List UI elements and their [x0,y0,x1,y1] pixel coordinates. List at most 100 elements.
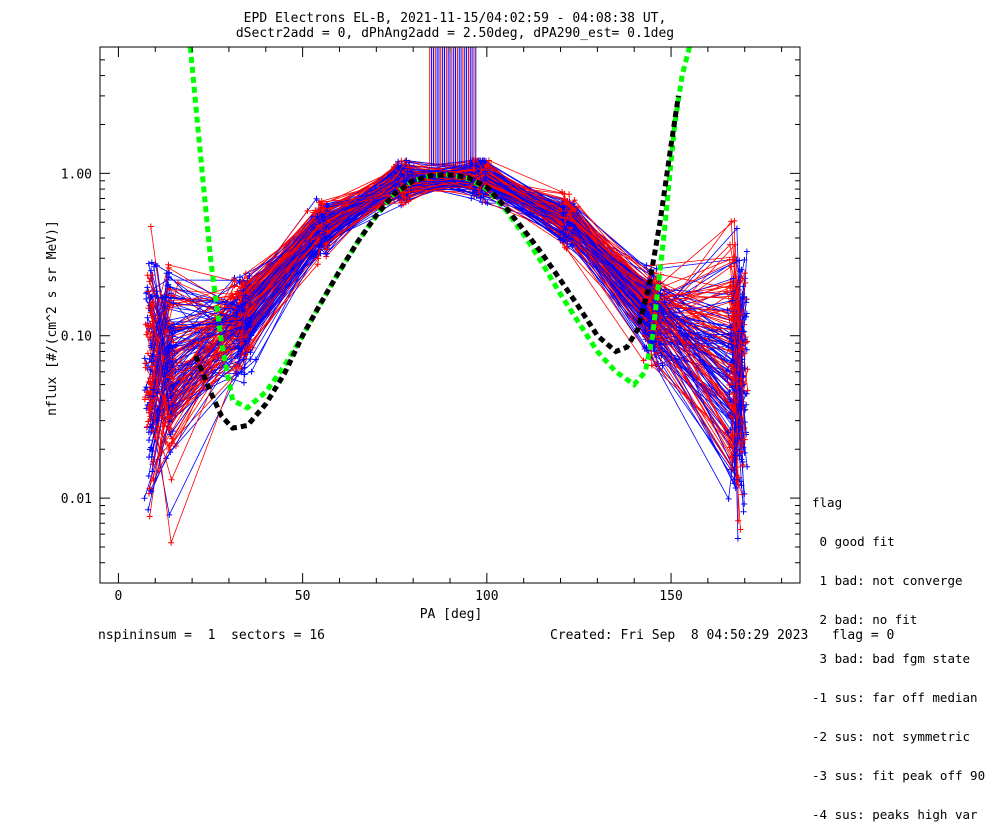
plus-marker [313,195,320,202]
plus-marker [168,476,175,483]
plus-marker [146,513,153,520]
plus-marker [323,240,330,247]
plus-marker [405,198,412,205]
flag-legend-item-0: 0 good fit [812,534,895,549]
plus-marker [725,344,732,351]
plot-area [141,47,751,546]
plus-marker [236,274,243,281]
plus-marker [398,157,405,164]
plus-marker [730,318,737,325]
plus-marker [247,322,254,329]
plus-marker [242,270,249,277]
plus-marker [170,375,177,382]
plus-marker [660,329,667,336]
trace-line [154,163,741,418]
plus-marker [323,224,330,231]
plus-marker [152,434,159,441]
plus-marker [238,352,245,359]
plus-marker [644,308,651,315]
x-tick-label: 150 [659,589,682,604]
plus-marker [144,423,151,430]
plus-marker [148,301,155,308]
chart-subtitle: dSectr2add = 0, dPhAng2add = 2.50deg, dP… [236,26,674,41]
flag-legend: flag 0 good fit 1 bad: not converge 2 ba… [812,470,985,834]
plus-marker [648,362,655,369]
plus-marker [150,393,157,400]
plus-marker [145,472,152,479]
y-tick-label: 0.10 [61,330,92,345]
plus-marker [230,294,237,301]
plus-marker [148,453,155,460]
plus-marker [234,343,241,350]
plus-marker [238,324,245,331]
plus-marker [167,431,174,438]
plus-marker [148,344,155,351]
plus-marker [405,164,412,171]
plus-marker [733,225,740,232]
plus-marker [327,205,334,212]
plus-marker [308,236,315,243]
plus-marker [731,476,738,483]
plus-marker [314,213,321,220]
plus-marker [738,375,745,382]
plus-marker [740,293,747,300]
flag-legend-heading: flag [812,495,843,510]
plus-marker [741,419,748,426]
x-tick-label: 0 [115,589,123,604]
plus-marker [170,300,177,307]
chart-title: EPD Electrons EL-B, 2021-11-15/04:02:59 … [244,11,667,26]
plus-marker [566,191,573,198]
plus-marker [240,281,247,288]
plus-marker [168,435,175,442]
plus-marker [394,175,401,182]
plus-marker [312,252,319,259]
plus-marker [568,235,575,242]
plus-marker [724,288,731,295]
plus-marker [169,362,176,369]
plus-marker [723,368,730,375]
plus-marker [731,467,738,474]
plus-marker [248,330,255,337]
plus-marker [729,286,736,293]
x-tick-label: 50 [295,589,311,604]
flag-legend-item-5: -2 sus: not symmetric [812,729,971,744]
plus-marker [151,263,158,270]
plus-marker [743,248,750,255]
plus-marker [485,157,492,164]
plus-marker [731,377,738,384]
plus-marker [741,270,748,277]
plus-marker [731,387,738,394]
plus-marker [740,275,747,282]
plus-marker [661,299,668,306]
plus-marker [560,237,567,244]
plus-marker [148,488,155,495]
plus-marker [236,290,243,297]
plus-marker [642,327,649,334]
plus-marker [246,273,253,280]
plus-marker [727,241,734,248]
plus-marker [229,283,236,290]
plus-marker [562,226,569,233]
plus-marker [741,449,748,456]
plus-marker [741,501,748,508]
plus-marker [239,316,246,323]
plus-marker [740,283,747,290]
plus-marker [739,345,746,352]
plus-marker [643,320,650,327]
plus-marker [476,190,483,197]
y-axis-label: nflux [#/(cm^2 s sr MeV)] [45,220,60,416]
plus-marker [473,191,480,198]
plus-marker [640,357,647,364]
plus-marker [247,356,254,363]
plus-marker [323,246,330,253]
plus-marker [728,331,735,338]
plus-marker [403,157,410,164]
plus-marker [726,256,733,263]
x-axis-label: PA [deg] [420,607,483,622]
plus-marker [561,215,568,222]
plus-marker [236,299,243,306]
plus-marker [729,405,736,412]
plus-marker [736,423,743,430]
plus-marker [313,239,320,246]
plus-marker [741,350,748,357]
